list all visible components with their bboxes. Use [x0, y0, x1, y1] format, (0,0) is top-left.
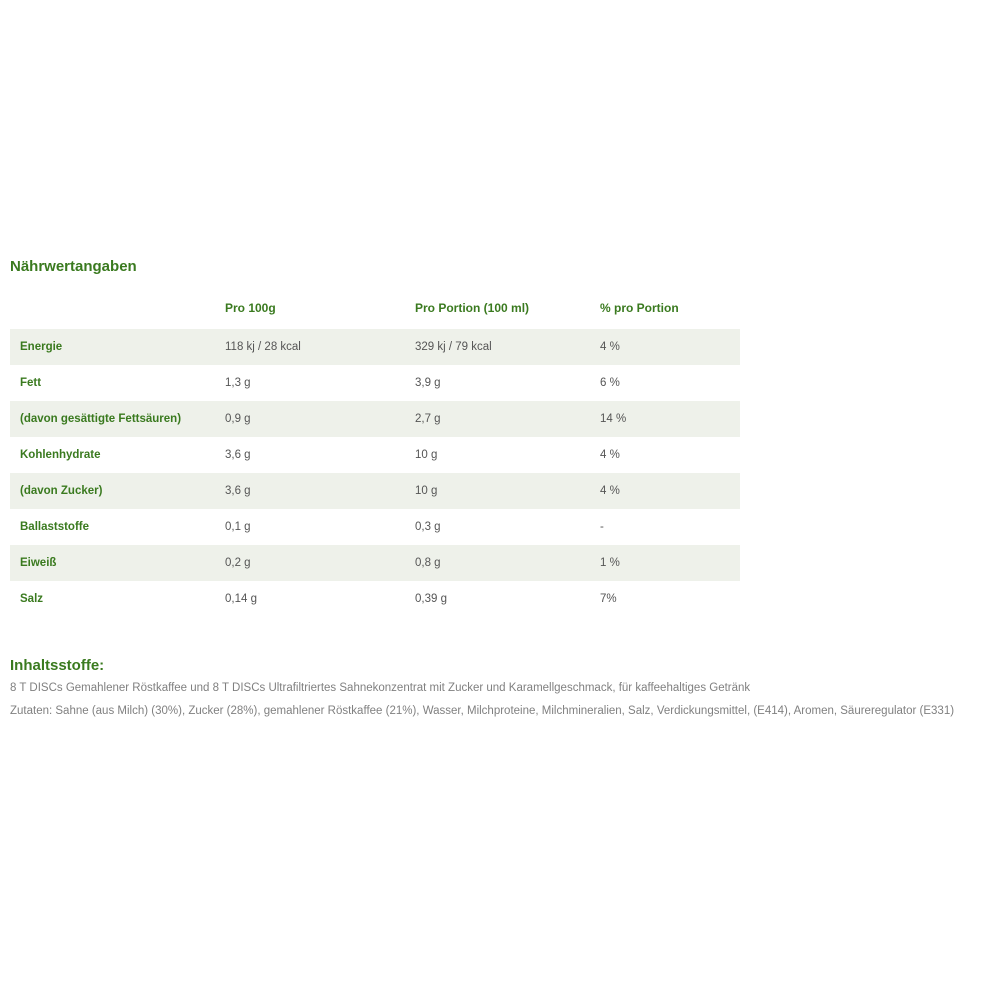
ingredients-line: 8 T DISCs Gemahlener Röstkaffee und 8 T … — [10, 680, 990, 697]
ingredients-title: Inhaltsstoffe: — [10, 657, 990, 674]
table-row: Salz 0,14 g 0,39 g 7% — [10, 581, 740, 617]
row-value: 0,1 g — [215, 509, 405, 545]
row-label: Eiweiß — [10, 545, 215, 581]
nutrition-title: Nährwertangaben — [10, 258, 990, 275]
row-value: 0,8 g — [405, 545, 590, 581]
ingredients-line: Zutaten: Sahne (aus Milch) (30%), Zucker… — [10, 703, 990, 720]
row-value: 0,14 g — [215, 581, 405, 617]
row-value: 10 g — [405, 473, 590, 509]
header-per-portion: Pro Portion (100 ml) — [405, 293, 590, 329]
row-label: Kohlenhydrate — [10, 437, 215, 473]
row-label: Fett — [10, 365, 215, 401]
row-value: 4 % — [590, 437, 740, 473]
row-label: Energie — [10, 329, 215, 365]
table-row: Eiweiß 0,2 g 0,8 g 1 % — [10, 545, 740, 581]
table-row: Fett 1,3 g 3,9 g 6 % — [10, 365, 740, 401]
table-row: Energie 118 kj / 28 kcal 329 kj / 79 kca… — [10, 329, 740, 365]
row-value: 3,6 g — [215, 437, 405, 473]
row-value: 1,3 g — [215, 365, 405, 401]
header-percent: % pro Portion — [590, 293, 740, 329]
row-value: 3,6 g — [215, 473, 405, 509]
row-value: 329 kj / 79 kcal — [405, 329, 590, 365]
row-value: 1 % — [590, 545, 740, 581]
row-value: 0,3 g — [405, 509, 590, 545]
row-label: Salz — [10, 581, 215, 617]
row-label: (davon gesättigte Fettsäuren) — [10, 401, 215, 437]
header-per-100g: Pro 100g — [215, 293, 405, 329]
row-value: 7% — [590, 581, 740, 617]
row-value: 0,2 g — [215, 545, 405, 581]
nutrition-table: Pro 100g Pro Portion (100 ml) % pro Port… — [10, 293, 740, 617]
header-empty — [10, 293, 215, 329]
row-value: 14 % — [590, 401, 740, 437]
table-header-row: Pro 100g Pro Portion (100 ml) % pro Port… — [10, 293, 740, 329]
table-row: (davon Zucker) 3,6 g 10 g 4 % — [10, 473, 740, 509]
row-value: 4 % — [590, 473, 740, 509]
row-value: 10 g — [405, 437, 590, 473]
row-value: 6 % — [590, 365, 740, 401]
row-value: - — [590, 509, 740, 545]
row-value: 118 kj / 28 kcal — [215, 329, 405, 365]
table-row: Ballaststoffe 0,1 g 0,3 g - — [10, 509, 740, 545]
table-row: (davon gesättigte Fettsäuren) 0,9 g 2,7 … — [10, 401, 740, 437]
row-value: 0,9 g — [215, 401, 405, 437]
row-value: 0,39 g — [405, 581, 590, 617]
row-value: 3,9 g — [405, 365, 590, 401]
row-label: (davon Zucker) — [10, 473, 215, 509]
row-value: 4 % — [590, 329, 740, 365]
table-row: Kohlenhydrate 3,6 g 10 g 4 % — [10, 437, 740, 473]
row-value: 2,7 g — [405, 401, 590, 437]
row-label: Ballaststoffe — [10, 509, 215, 545]
